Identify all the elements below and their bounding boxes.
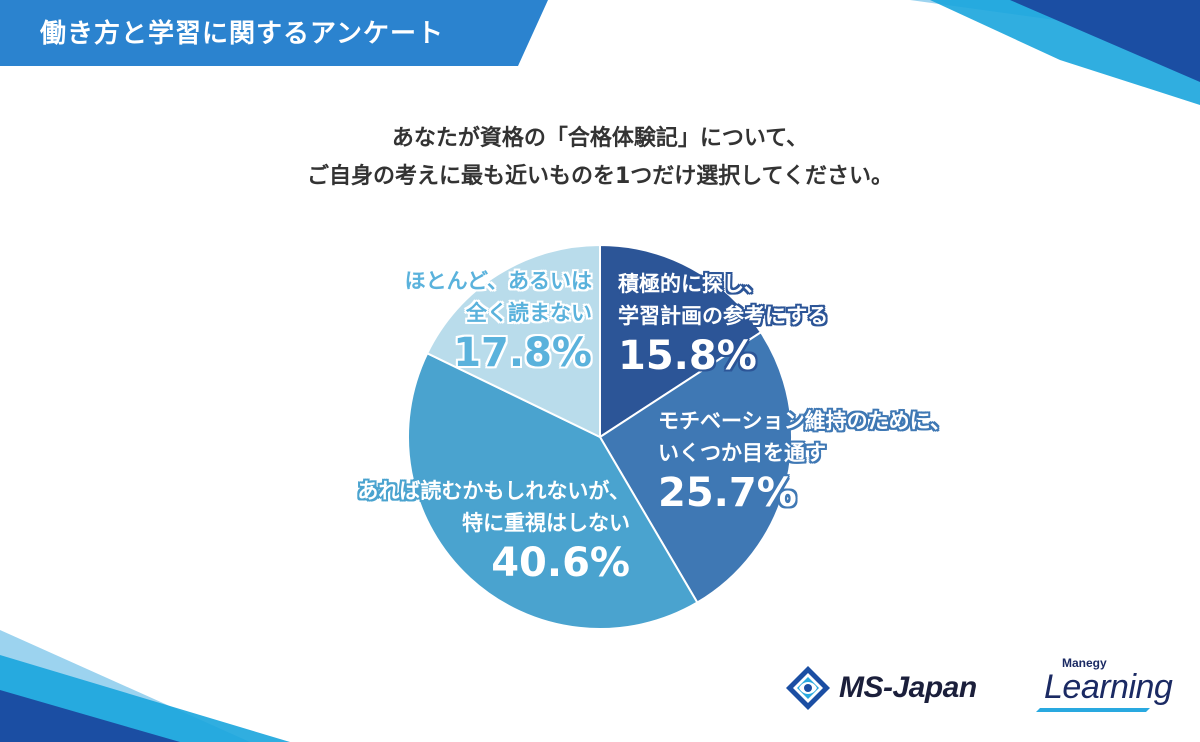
manegy-learning-logo: Manegy Learning	[1020, 656, 1173, 716]
ms-japan-logo-text: MS-Japan	[839, 671, 977, 704]
pie-slice-motivation	[598, 330, 793, 604]
slice-label-maybe: あれば読むかもしれないが、 特に重視はしない 40.6%	[300, 475, 630, 587]
manegy-logo-text: Manegy	[1062, 656, 1107, 670]
slice-value-never: 17.8%	[453, 330, 592, 376]
slice-value-maybe: 40.6%	[491, 540, 630, 586]
slice-label-never-line2: 全く読まない	[466, 301, 592, 325]
slice-label-never-line1: ほとんど、あるいは	[404, 269, 592, 293]
question-line-1: あなたが資格の「合格体験記」について、	[391, 126, 809, 151]
page-title: 働き方と学習に関するアンケート	[40, 19, 444, 49]
slice-value-active: 15.8%	[618, 333, 757, 379]
slice-label-maybe-line1: あれば読むかもしれないが、	[357, 479, 630, 503]
pie-slice-never	[425, 243, 601, 439]
learning-logo-swoosh	[1036, 708, 1150, 712]
pie-slice-maybe	[407, 351, 699, 630]
slice-label-motivation-line2: いくつか目を通す	[658, 441, 826, 465]
slice-label-maybe-line2: 特に重視はしない	[462, 511, 630, 535]
slice-label-never: ほとんど、あるいは 全く読まない 17.8%	[330, 265, 592, 377]
slice-label-active-line2: 学習計画の参考にする	[618, 304, 829, 328]
ms-japan-logo-icon	[786, 666, 830, 710]
header-banner	[0, 0, 548, 66]
slice-label-active: 積極的に探し、 学習計画の参考にする 15.8%	[618, 268, 828, 380]
question-text: あなたが資格の「合格体験記」について、 ご自身の考えに最も近いものを1つだけ選択…	[0, 120, 1200, 196]
question-line-2: ご自身の考えに最も近いものを1つだけ選択してください。	[307, 164, 893, 189]
learning-logo-text: Learning	[1044, 668, 1173, 706]
bottom-left-stripe-dark	[0, 690, 180, 742]
pie-slice-active	[599, 243, 763, 439]
ms-japan-logo: MS-Japan	[785, 662, 977, 714]
slice-value-motivation: 25.7%	[658, 470, 797, 516]
slice-label-motivation-line1: モチベーション維持のために、	[658, 409, 951, 433]
top-right-stripe-dark	[1010, 0, 1200, 82]
slice-label-motivation: モチベーション維持のために、 いくつか目を通す 25.7%	[658, 405, 951, 517]
slice-label-active-line1: 積極的に探し、	[618, 272, 765, 296]
